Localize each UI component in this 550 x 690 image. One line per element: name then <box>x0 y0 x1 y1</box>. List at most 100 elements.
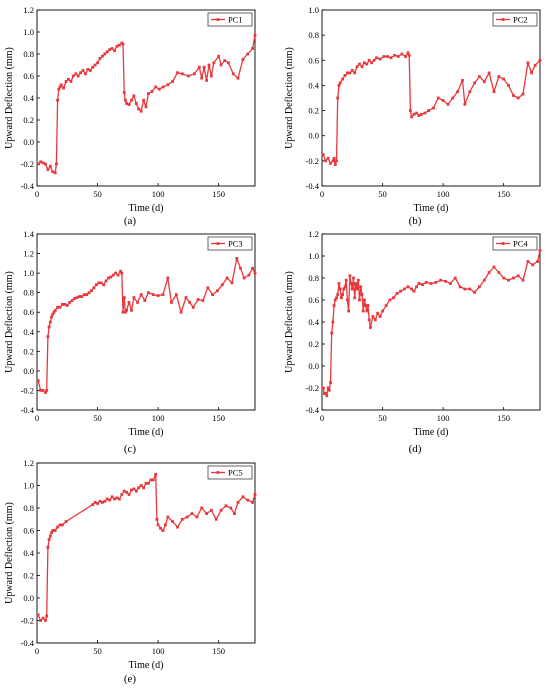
data-point <box>111 273 115 277</box>
data-point <box>86 68 90 71</box>
data-point <box>343 74 347 77</box>
data-point <box>64 80 68 83</box>
data-point <box>427 109 430 112</box>
plot-frame <box>36 9 256 187</box>
data-point <box>98 499 102 503</box>
panel-caption: (b) <box>408 215 422 227</box>
data-point <box>239 266 242 270</box>
data-point <box>388 298 392 302</box>
data-point <box>225 276 229 280</box>
data-point <box>521 278 525 282</box>
data-point <box>363 61 366 65</box>
panel-caption: (e) <box>123 673 137 685</box>
data-point <box>58 523 62 527</box>
data-point <box>338 81 342 85</box>
data-point <box>44 162 47 166</box>
data-point <box>56 98 59 102</box>
data-point <box>119 269 122 273</box>
data-point <box>171 80 174 83</box>
data-point <box>161 529 165 532</box>
data-point <box>139 484 143 487</box>
y-tick-label: 1.2 <box>23 5 34 15</box>
data-point <box>184 296 188 299</box>
data-point <box>151 293 155 296</box>
data-point <box>521 92 525 96</box>
series-line <box>322 250 541 397</box>
data-point <box>144 105 148 109</box>
data-point <box>497 75 501 78</box>
legend-box <box>207 465 253 480</box>
data-point <box>110 47 114 50</box>
data-point <box>161 293 165 296</box>
data-point <box>364 304 367 307</box>
data-point <box>453 276 457 280</box>
data-point <box>69 80 73 83</box>
legend-label: PC2 <box>513 15 528 25</box>
data-point <box>190 512 194 515</box>
data-point <box>39 389 42 392</box>
data-point <box>125 102 128 105</box>
y-tick-label: 0.2 <box>23 115 34 125</box>
data-point <box>399 289 403 293</box>
data-point <box>176 71 179 75</box>
data-point <box>406 51 410 55</box>
data-point <box>538 249 542 252</box>
data-point <box>105 50 109 54</box>
data-point <box>202 65 206 69</box>
data-point <box>188 301 191 304</box>
data-point <box>241 495 245 499</box>
data-point <box>512 276 515 280</box>
data-point <box>75 296 79 299</box>
x-tick-label: 0 <box>320 189 324 199</box>
data-point <box>96 61 99 65</box>
y-tick-label: 0.4 <box>23 327 34 337</box>
data-point <box>99 281 103 285</box>
data-point <box>81 69 85 72</box>
data-point <box>127 103 131 106</box>
data-point <box>44 619 47 622</box>
series-line <box>37 473 256 622</box>
x-tick-label: 50 <box>93 413 102 423</box>
data-point <box>48 320 52 324</box>
legend-box <box>492 12 538 27</box>
data-point <box>341 77 344 81</box>
data-point <box>446 102 450 106</box>
data-point <box>52 310 56 314</box>
data-point <box>193 72 196 76</box>
panel-caption: (c) <box>123 443 137 455</box>
data-point <box>219 63 223 67</box>
data-point <box>346 298 349 302</box>
data-point <box>417 114 421 117</box>
data-point <box>93 501 97 504</box>
data-point <box>367 58 371 62</box>
data-point <box>242 276 246 280</box>
y-tick-label: 1.2 <box>23 249 34 259</box>
data-point <box>62 86 65 90</box>
data-point <box>121 42 125 46</box>
data-point <box>502 276 506 280</box>
y-tick-label: 0.0 <box>23 137 34 147</box>
data-point <box>251 47 254 50</box>
x-tick-label: 150 <box>212 646 225 656</box>
data-point <box>71 74 75 78</box>
data-point <box>419 112 423 116</box>
data-point <box>253 33 257 37</box>
data-point <box>241 58 245 61</box>
data-point <box>367 318 371 322</box>
y-tick-label: 0.2 <box>308 339 319 349</box>
data-point <box>365 309 369 313</box>
data-point <box>147 92 150 95</box>
data-point <box>346 71 349 75</box>
y-tick-label: 0.0 <box>308 361 319 371</box>
data-point <box>406 285 410 289</box>
data-point <box>330 331 334 335</box>
data-point <box>205 79 208 82</box>
data-point <box>358 298 361 302</box>
y-axis-label: Upward Deflection (mm) <box>4 271 15 373</box>
data-point <box>451 96 455 100</box>
data-point <box>200 76 204 80</box>
data-point <box>393 53 397 57</box>
data-point <box>473 81 476 85</box>
x-axis-label: Time (d) <box>414 427 449 438</box>
